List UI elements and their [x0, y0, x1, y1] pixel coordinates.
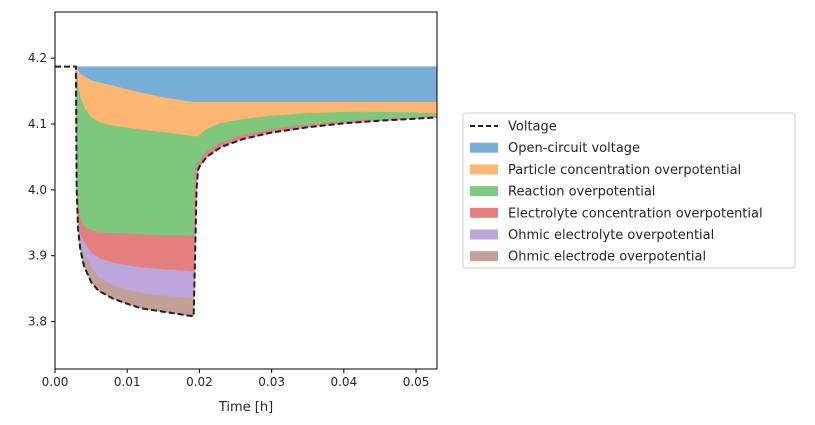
- legend-item-particle-concentration-overpotential: Particle concentration overpotential: [470, 163, 741, 178]
- legend-swatch: [470, 207, 498, 218]
- legend-swatch: [470, 229, 498, 240]
- legend-swatch: [470, 251, 498, 262]
- y-axis: 3.8 3.9 4.0 4.1 4.2: [28, 51, 55, 329]
- x-tick-label: 0.02: [186, 375, 213, 389]
- legend-label: Ohmic electrode overpotential: [508, 250, 706, 265]
- x-tick-label: 0.00: [42, 375, 69, 389]
- y-tick-label: 3.8: [28, 315, 47, 329]
- x-tick-label: 0.05: [403, 375, 430, 389]
- y-tick-label: 4.1: [28, 117, 47, 131]
- legend-label: Ohmic electrolyte overpotential: [508, 228, 714, 243]
- legend-item-reaction-overpotential: Reaction overpotential: [470, 185, 655, 200]
- x-tick-label: 0.01: [114, 375, 141, 389]
- legend-swatch: [470, 142, 498, 153]
- voltage-layer: [55, 65, 437, 318]
- legend-item-ohmic-electrode-overpotential: Ohmic electrode overpotential: [470, 250, 706, 265]
- plot-frame: [54, 11, 438, 370]
- y-tick-label: 3.9: [28, 249, 47, 263]
- legend-label: Reaction overpotential: [508, 185, 655, 200]
- legend-item-ohmic-electrolyte-overpotential: Ohmic electrolyte overpotential: [470, 228, 714, 243]
- legend-box: [462, 112, 796, 269]
- legend-swatch: [470, 186, 498, 197]
- x-axis-label: Time [h]: [218, 400, 273, 415]
- legend: Voltage Open-circuit voltage Particle conc…: [462, 112, 796, 269]
- x-axis: 0.00 0.01 0.02 0.03 0.04 0.05: [42, 369, 430, 389]
- x-tick-label: 0.03: [258, 375, 285, 389]
- legend-swatch: [470, 164, 498, 175]
- voltage-line: [55, 65, 437, 318]
- legend-item-electrolyte-concentration-overpotential: Electrolyte concentration overpotential: [470, 206, 763, 221]
- overpotential-areas: [75, 66, 437, 317]
- legend-item-open-circuit-voltage: Open-circuit voltage: [470, 141, 640, 156]
- legend-label: Open-circuit voltage: [508, 141, 640, 156]
- legend-label: Particle concentration overpotential: [508, 163, 741, 178]
- y-tick-label: 4.2: [28, 51, 47, 65]
- legend-label: Voltage: [508, 120, 557, 135]
- legend-label: Electrolyte concentration overpotential: [508, 206, 763, 221]
- y-tick-label: 4.0: [28, 183, 47, 197]
- x-tick-label: 0.04: [330, 375, 357, 389]
- legend-item-voltage: Voltage: [470, 120, 557, 135]
